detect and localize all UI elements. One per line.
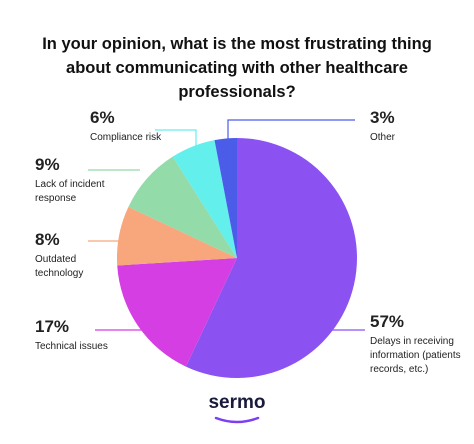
- pie-slice: [214, 138, 237, 258]
- brand-logo: sermo: [208, 392, 266, 413]
- category-label: Delays in receiving information (patient…: [370, 336, 461, 375]
- slice-label: 8% Outdated technology: [35, 230, 125, 281]
- category-label: Compliance risk: [90, 132, 162, 143]
- value-label: 9%: [35, 155, 60, 174]
- value-label: 3%: [370, 108, 395, 127]
- pie-slice: [128, 156, 237, 258]
- value-label: 8%: [35, 230, 60, 249]
- pie-slice: [172, 140, 237, 258]
- brand-underline: [214, 416, 260, 424]
- category-label: Technical issues: [35, 341, 108, 352]
- value-label: 57%: [370, 312, 405, 331]
- chart-title: In your opinion, what is the most frustr…: [42, 35, 432, 101]
- slice-label: 3% Other: [370, 108, 460, 145]
- pie-slice: [185, 138, 357, 378]
- leader-line: [227, 119, 355, 140]
- value-label: 17%: [35, 317, 70, 336]
- category-label: Outdated technology: [35, 254, 84, 279]
- slice-label: 57% Delays in receiving information (pati…: [370, 312, 470, 377]
- pie-slice: [117, 206, 237, 266]
- slice-label: 6% Compliance risk: [90, 108, 190, 145]
- slice-label: 9% Lack of incident response: [35, 155, 125, 206]
- slice-label: 17% Technical issues: [35, 317, 145, 354]
- category-label: Lack of incident response: [35, 179, 105, 204]
- pie-slice: [117, 258, 237, 367]
- leader-line: [155, 129, 197, 150]
- category-label: Other: [370, 132, 396, 143]
- value-label: 6%: [90, 108, 115, 127]
